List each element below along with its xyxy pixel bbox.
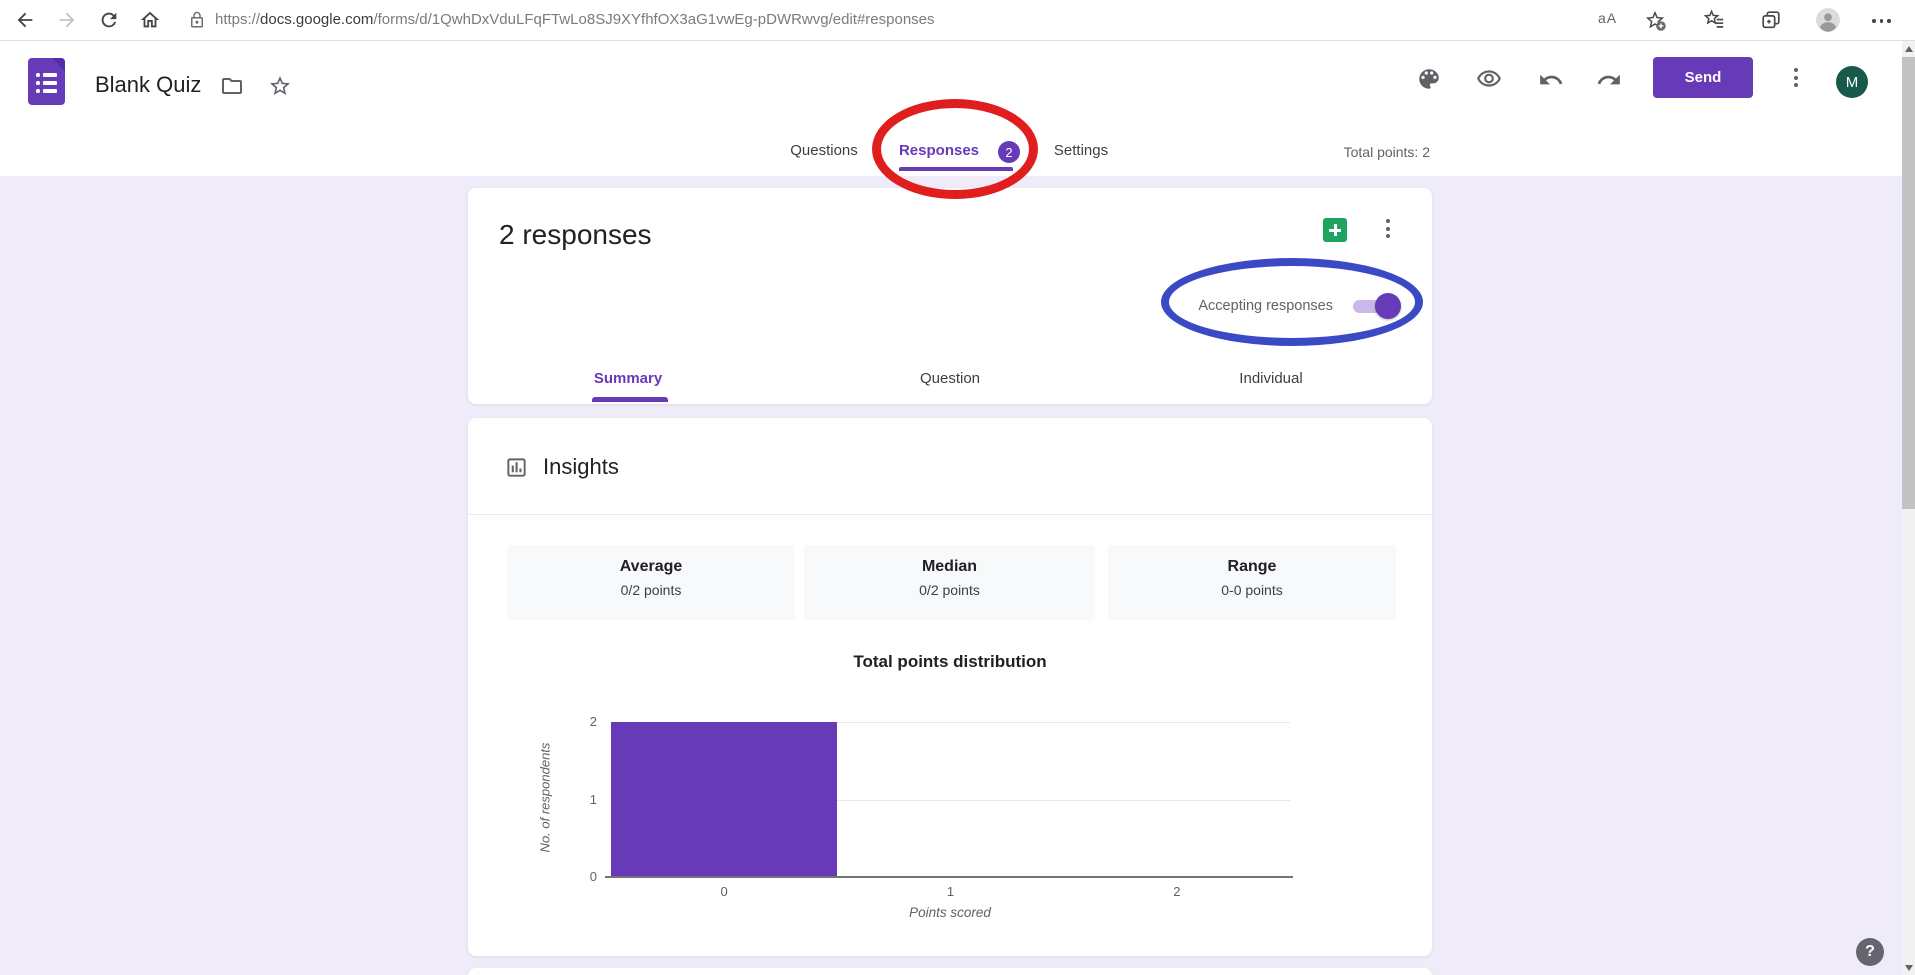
subtab-summary[interactable]: Summary bbox=[593, 370, 663, 387]
chart-x-axis-label: Points scored bbox=[909, 905, 991, 920]
url-host: docs.google.com bbox=[260, 11, 374, 28]
scrollbar[interactable] bbox=[1902, 41, 1915, 975]
browser-menu-icon[interactable] bbox=[1872, 19, 1891, 23]
stat-average-label: Average bbox=[619, 558, 683, 575]
move-folder-icon[interactable] bbox=[220, 74, 244, 98]
link-to-sheets-icon[interactable] bbox=[1323, 218, 1347, 242]
forward-icon[interactable] bbox=[56, 9, 78, 31]
header-more-menu-icon[interactable] bbox=[1794, 68, 1798, 87]
theme-palette-icon[interactable] bbox=[1416, 66, 1442, 92]
chart-y-tick: 0 bbox=[589, 869, 597, 884]
stat-average: Average 0/2 points bbox=[507, 545, 795, 620]
scrollbar-down-arrow[interactable] bbox=[1904, 965, 1913, 971]
chart-y-tick: 1 bbox=[589, 791, 597, 807]
chart-x-axis bbox=[605, 876, 1293, 878]
tab-responses[interactable]: Responses bbox=[898, 142, 980, 159]
favorites-bar-icon[interactable] bbox=[1703, 9, 1725, 31]
preview-eye-icon[interactable] bbox=[1476, 66, 1502, 92]
scrollbar-up-arrow[interactable] bbox=[1904, 46, 1913, 52]
url-scheme: https:// bbox=[215, 11, 261, 28]
insights-divider bbox=[468, 514, 1432, 515]
url-path: /forms/d/1QwhDxVduLFqFTwLo8SJ9XYfhfOX3aG… bbox=[373, 11, 935, 28]
refresh-icon[interactable] bbox=[98, 9, 120, 31]
browser-profile-avatar[interactable] bbox=[1815, 7, 1841, 33]
stat-median-label: Median bbox=[921, 558, 978, 575]
tab-questions[interactable]: Questions bbox=[790, 142, 858, 159]
form-title[interactable]: Blank Quiz bbox=[95, 72, 202, 97]
chart-y-axis-label: No. of respondents bbox=[537, 742, 553, 853]
next-card-edge bbox=[468, 968, 1432, 975]
subtab-individual[interactable]: Individual bbox=[1239, 370, 1303, 387]
chart-y-tick: 2 bbox=[589, 714, 597, 729]
chart-gridline bbox=[611, 799, 1290, 801]
undo-icon[interactable] bbox=[1538, 67, 1564, 93]
send-button[interactable]: Send bbox=[1653, 57, 1753, 98]
lock-icon bbox=[188, 11, 206, 29]
stat-average-value: 0/2 points bbox=[620, 582, 682, 598]
redo-icon[interactable] bbox=[1596, 67, 1622, 93]
responses-heading: 2 responses bbox=[499, 219, 652, 250]
stat-range-label: Range bbox=[1227, 558, 1277, 575]
responses-count-badge[interactable]: 2 bbox=[998, 141, 1020, 163]
accepting-responses-label: Accepting responses bbox=[1198, 298, 1333, 314]
address-bar[interactable]: https://docs.google.com/forms/d/1QwhDxVd… bbox=[215, 0, 935, 40]
chart-title: Total points distribution bbox=[853, 652, 1047, 671]
insights-chart-icon bbox=[505, 456, 528, 479]
forms-logo-fold bbox=[52, 58, 65, 71]
stat-range-value: 0-0 points bbox=[1221, 582, 1283, 598]
responses-card bbox=[468, 188, 1432, 404]
help-button[interactable]: ? bbox=[1856, 938, 1884, 966]
stat-median-value: 0/2 points bbox=[919, 582, 980, 598]
forms-logo-icon[interactable] bbox=[28, 58, 65, 105]
chart-gridline bbox=[611, 722, 1290, 723]
chart-x-tick: 0 bbox=[720, 884, 728, 899]
active-tab-indicator bbox=[899, 167, 1013, 171]
responses-more-menu-icon[interactable] bbox=[1386, 219, 1390, 238]
add-favorite-icon[interactable] bbox=[1644, 9, 1666, 31]
back-icon[interactable] bbox=[14, 9, 36, 31]
forms-header bbox=[0, 41, 1915, 176]
total-points-label: Total points: 2 bbox=[1343, 144, 1430, 160]
scrollbar-thumb[interactable] bbox=[1902, 57, 1915, 509]
account-avatar[interactable]: M bbox=[1836, 66, 1868, 98]
insights-title: Insights bbox=[543, 454, 619, 479]
stat-median: Median 0/2 points bbox=[804, 545, 1095, 620]
accepting-responses-toggle-knob[interactable] bbox=[1375, 293, 1401, 319]
chart-x-tick: 1 bbox=[946, 884, 955, 899]
subtab-question[interactable]: Question bbox=[919, 370, 981, 387]
tab-settings[interactable]: Settings bbox=[1053, 142, 1109, 159]
browser-toolbar: https://docs.google.com/forms/d/1QwhDxVd… bbox=[0, 0, 1915, 41]
collections-icon[interactable] bbox=[1760, 9, 1782, 31]
active-subtab-indicator bbox=[592, 397, 668, 402]
chart-x-tick: 2 bbox=[1173, 884, 1181, 899]
home-icon[interactable] bbox=[139, 9, 161, 31]
stat-range: Range 0-0 points bbox=[1108, 545, 1396, 620]
chart-bar bbox=[611, 722, 838, 877]
translate-icon[interactable]: aA bbox=[1598, 10, 1618, 26]
star-icon[interactable] bbox=[268, 74, 292, 98]
